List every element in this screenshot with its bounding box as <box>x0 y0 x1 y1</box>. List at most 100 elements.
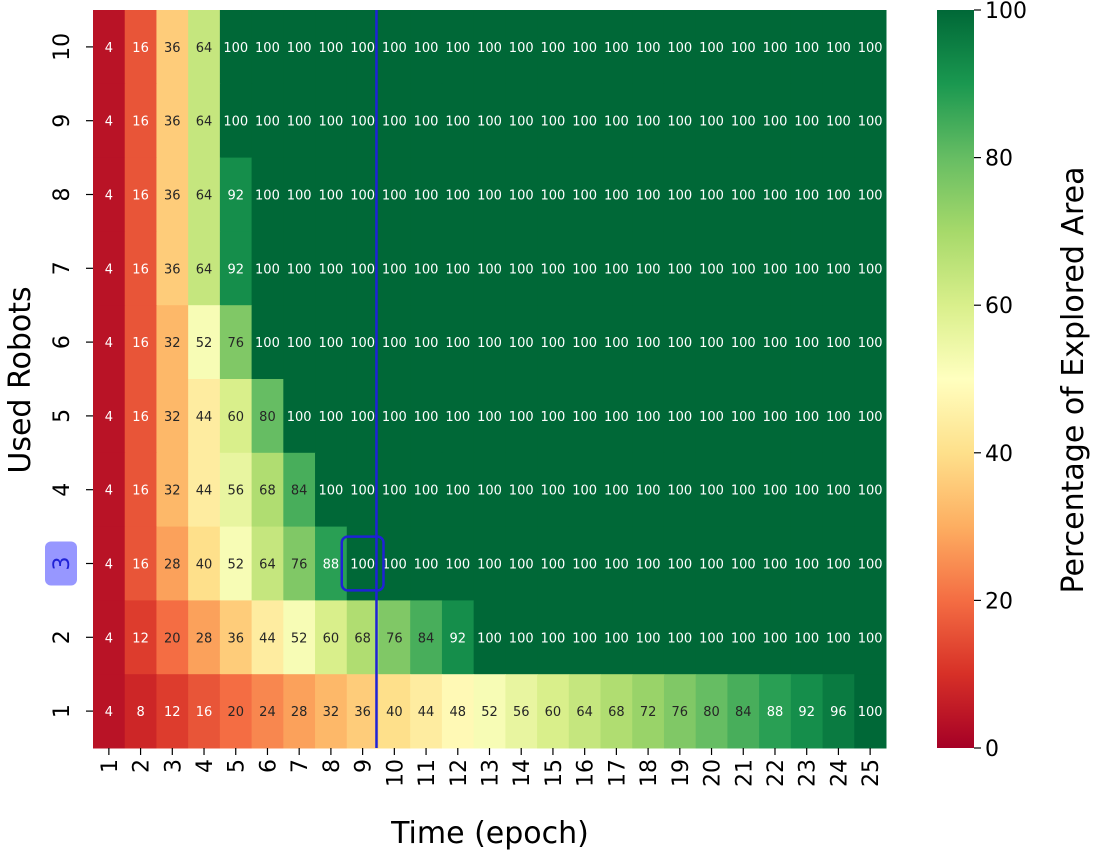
heatmap-cell <box>663 379 697 454</box>
heatmap-cell <box>695 600 728 675</box>
cell-value-label: 100 <box>604 189 629 204</box>
cell-value-label: 100 <box>572 484 597 499</box>
cell-value-label: 100 <box>858 336 883 351</box>
cell-value-label: 100 <box>731 484 756 499</box>
cell-value-label: 72 <box>640 705 657 720</box>
x-tick-label: 21 <box>732 759 757 787</box>
cell-value-label: 100 <box>318 484 343 499</box>
cell-value-label: 28 <box>196 631 213 646</box>
cell-value-label: 100 <box>699 410 724 425</box>
cell-value-label: 100 <box>509 631 534 646</box>
cell-value-label: 100 <box>445 189 470 204</box>
heatmap-cell <box>505 600 538 675</box>
cell-value-label: 100 <box>382 336 407 351</box>
cell-value-label: 100 <box>350 484 375 499</box>
heatmap-cell <box>315 10 348 85</box>
cell-value-label: 100 <box>763 558 788 573</box>
heatmap-cell <box>315 600 348 675</box>
cell-value-label: 100 <box>604 410 629 425</box>
heatmap-cell <box>695 526 728 601</box>
cell-value-label: 100 <box>382 410 407 425</box>
cell-value-label: 76 <box>227 336 244 351</box>
heatmap-cell <box>822 10 855 85</box>
heatmap-cell <box>663 526 697 601</box>
heatmap-cell <box>93 305 126 380</box>
cell-value-label: 32 <box>164 410 181 425</box>
cell-value-label: 100 <box>445 558 470 573</box>
cell-value-label: 40 <box>196 558 213 573</box>
heatmap-cell <box>854 674 887 749</box>
heatmap-cell <box>695 157 728 232</box>
heatmap-cell <box>378 600 411 675</box>
cell-value-label: 92 <box>798 705 815 720</box>
cell-value-label: 100 <box>826 631 851 646</box>
cell-value-label: 36 <box>164 262 181 277</box>
cell-value-label: 100 <box>223 115 248 130</box>
cell-value-label: 100 <box>509 262 534 277</box>
heatmap-cell <box>537 379 570 454</box>
cell-value-label: 100 <box>477 558 502 573</box>
colorbar-tick-label: 80 <box>985 147 1013 172</box>
cell-value-label: 100 <box>667 484 692 499</box>
heatmap-cell <box>822 379 855 454</box>
cell-value-label: 68 <box>608 705 625 720</box>
cell-value-label: 100 <box>572 410 597 425</box>
cell-value-label: 4 <box>105 115 113 130</box>
cell-value-label: 100 <box>318 115 343 130</box>
heatmap-cell <box>156 526 189 601</box>
cell-value-label: 100 <box>382 484 407 499</box>
cell-value-label: 64 <box>196 262 213 277</box>
cell-value-label: 60 <box>545 705 562 720</box>
heatmap-cell <box>473 379 506 454</box>
cell-value-label: 100 <box>541 336 566 351</box>
cell-value-label: 56 <box>513 705 530 720</box>
heatmap-cell <box>790 83 824 159</box>
heatmap-cell-labels: 4 16 36 64 100 100 100 100 100 100 100 100 100 100 100… <box>105 41 883 720</box>
heatmap-cell <box>632 452 665 528</box>
highlighted-cell-box <box>340 535 385 592</box>
cell-value-label: 64 <box>576 705 593 720</box>
heatmap-cell <box>346 452 379 528</box>
cell-value-label: 100 <box>382 262 407 277</box>
cell-value-label: 100 <box>604 558 629 573</box>
cell-value-label: 100 <box>731 410 756 425</box>
heatmap-cell <box>219 526 253 601</box>
heatmap-cell <box>727 10 760 85</box>
heatmap-cell <box>219 379 253 454</box>
colorbar <box>937 10 974 748</box>
cell-value-label: 64 <box>196 115 213 130</box>
heatmap-cell <box>156 452 189 528</box>
heatmap-cell <box>251 157 284 232</box>
cell-value-label: 100 <box>382 189 407 204</box>
x-tick-label: 9 <box>352 759 377 773</box>
heatmap-cell <box>790 600 824 675</box>
cell-value-label: 100 <box>667 262 692 277</box>
heatmap-cell <box>854 83 887 159</box>
cell-value-label: 100 <box>794 262 819 277</box>
cell-value-label: 100 <box>858 189 883 204</box>
heatmap-cell <box>346 305 379 380</box>
y-axis-label: Used Robots <box>3 286 38 473</box>
cell-value-label: 4 <box>105 189 113 204</box>
cell-value-label: 16 <box>132 558 149 573</box>
heatmap-cell <box>505 379 538 454</box>
heatmap-cell <box>759 674 792 749</box>
heatmap-cell <box>251 10 284 85</box>
cell-value-label: 100 <box>826 115 851 130</box>
heatmap-cell <box>473 674 506 749</box>
cell-value-label: 40 <box>386 705 403 720</box>
heatmap-cell <box>473 10 506 85</box>
cell-value-label: 100 <box>731 41 756 56</box>
cell-value-label: 20 <box>227 705 244 720</box>
heatmap-cell <box>663 231 697 306</box>
heatmap-cell <box>346 83 379 159</box>
heatmap-cell <box>632 231 665 306</box>
heatmap-cell <box>283 231 316 306</box>
colorbar-tick-label: 0 <box>985 737 999 762</box>
heatmap-cell <box>188 157 221 232</box>
cell-value-label: 100 <box>382 115 407 130</box>
heatmap-cell <box>283 452 316 528</box>
cell-value-label: 100 <box>350 189 375 204</box>
heatmap-cell <box>251 305 284 380</box>
